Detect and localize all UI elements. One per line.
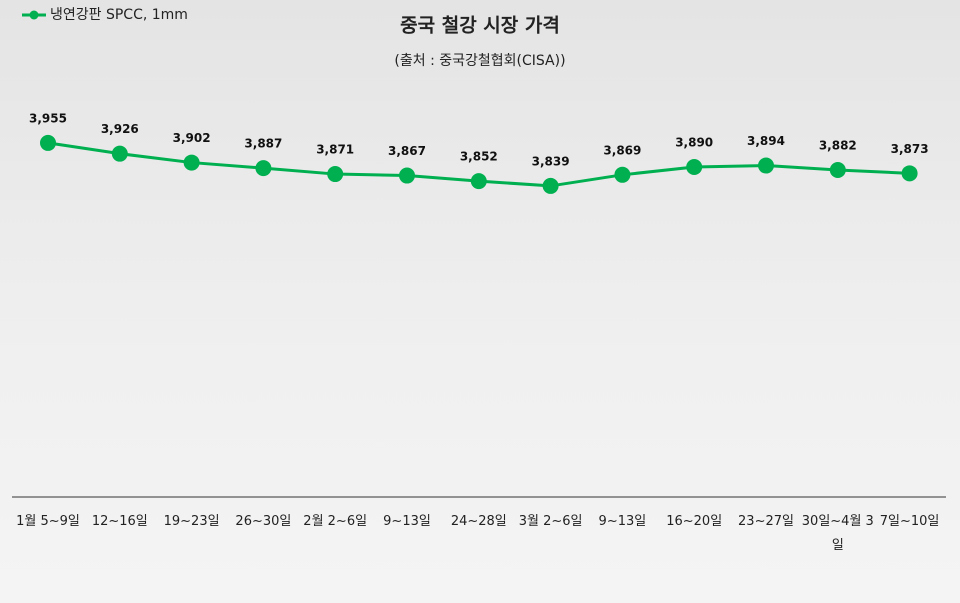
- data-label: 3,887: [244, 137, 282, 151]
- marker: [399, 167, 415, 184]
- x-tick-label: 16~20일: [666, 514, 723, 529]
- data-label: 3,890: [675, 136, 713, 150]
- data-label: 3,873: [891, 142, 929, 156]
- marker: [758, 157, 774, 174]
- x-tick-label: 7일~10일: [879, 514, 940, 529]
- x-tick-label: 19~23일: [163, 514, 220, 529]
- marker: [542, 177, 559, 194]
- data-label: 3,852: [460, 150, 498, 164]
- x-tick-label: 9~13일: [598, 514, 647, 529]
- legend-label: 냉연강판 SPCC, 1mm: [50, 7, 188, 23]
- x-tick-label: 24~28일: [450, 514, 507, 529]
- data-label: 3,871: [316, 143, 354, 157]
- x-tick-label: 12~16일: [91, 514, 148, 529]
- data-label: 3,894: [747, 134, 785, 148]
- x-tick-label: 1월 5~9일: [16, 514, 80, 529]
- x-tick-label: 2월 2~6일: [303, 514, 368, 529]
- marker: [40, 134, 56, 151]
- data-label: 3,955: [29, 111, 67, 125]
- data-label: 3,839: [532, 154, 570, 168]
- data-label: 3,926: [101, 122, 139, 136]
- legend-marker: [29, 10, 39, 20]
- x-tick-label: 26~30일: [235, 514, 292, 529]
- chart-subtitle: (출처 : 중국강철협회(CISA)): [394, 53, 565, 69]
- data-label: 3,882: [819, 138, 857, 152]
- data-label: 3,867: [388, 144, 426, 158]
- x-tick-label: 9~13일: [383, 514, 431, 529]
- marker: [470, 173, 487, 190]
- data-label: 3,869: [603, 143, 641, 157]
- data-label: 3,902: [173, 131, 211, 145]
- marker: [686, 159, 703, 176]
- marker: [255, 160, 272, 177]
- marker: [614, 166, 631, 183]
- marker: [901, 165, 918, 182]
- x-tick-label: 23~27일: [738, 514, 794, 529]
- x-tick-label: 30일~4월 3일: [801, 514, 874, 553]
- marker: [183, 154, 200, 171]
- chart-title: 중국 철강 시장 가격: [400, 15, 560, 37]
- x-tick-label: 3월 2~6일: [518, 514, 583, 529]
- marker: [327, 166, 344, 183]
- marker: [111, 145, 128, 162]
- marker: [829, 161, 846, 178]
